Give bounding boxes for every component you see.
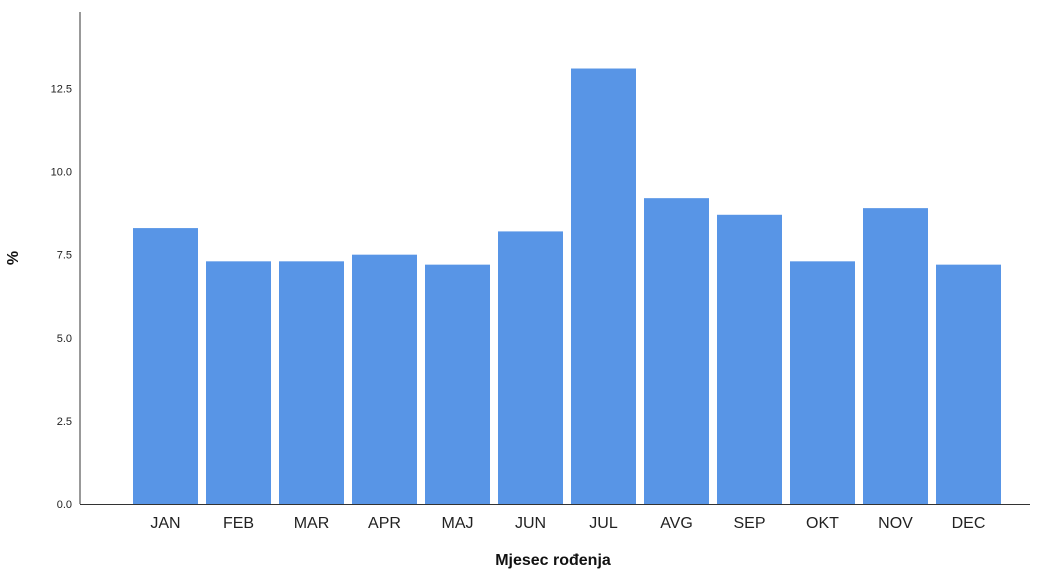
bar-jun <box>498 231 563 505</box>
x-tick-label-jun: JUN <box>515 515 546 532</box>
x-axis-title: Mjesec rođenja <box>495 552 611 569</box>
y-axis-title: % <box>5 251 22 265</box>
x-tick-label-jan: JAN <box>150 515 180 532</box>
x-tick-label-avg: AVG <box>660 515 693 532</box>
y-axis: 0.0 2.5 5.0 7.5 10.0 12.5 <box>51 12 81 511</box>
x-tick-label-jul: JUL <box>589 515 618 532</box>
x-tick-label-feb: FEB <box>223 515 254 532</box>
y-tick-label: 7.5 <box>57 250 72 262</box>
y-tick-label: 12.5 <box>51 83 72 95</box>
bar-mar <box>279 261 344 504</box>
y-tick-label: 10.0 <box>51 167 72 179</box>
x-axis: JAN FEB MAR APR MAJ JUN JUL AVG SEP OKT NOV DEC <box>80 504 1030 532</box>
bar-jul <box>571 68 636 504</box>
bar-nov <box>863 208 928 504</box>
x-tick-label-sep: SEP <box>733 515 765 532</box>
bar-dec <box>936 264 1001 504</box>
x-tick-label-maj: MAJ <box>442 515 474 532</box>
bar-feb <box>206 261 271 504</box>
x-tick-label-nov: NOV <box>878 515 913 532</box>
x-tick-label-okt: OKT <box>806 515 839 532</box>
y-tick-label: 0.0 <box>57 499 72 511</box>
x-tick-label-apr: APR <box>368 515 401 532</box>
bar-okt <box>790 261 855 504</box>
x-tick-label-dec: DEC <box>952 515 986 532</box>
bar-avg <box>644 198 709 504</box>
bars-layer <box>133 68 1001 505</box>
y-tick-label: 5.0 <box>57 333 72 345</box>
bar-maj <box>425 264 490 504</box>
y-tick-label: 2.5 <box>57 416 72 428</box>
bar-sep <box>717 214 782 504</box>
bar-apr <box>352 254 417 504</box>
x-tick-label-mar: MAR <box>294 515 330 532</box>
bar-jan <box>133 228 198 504</box>
